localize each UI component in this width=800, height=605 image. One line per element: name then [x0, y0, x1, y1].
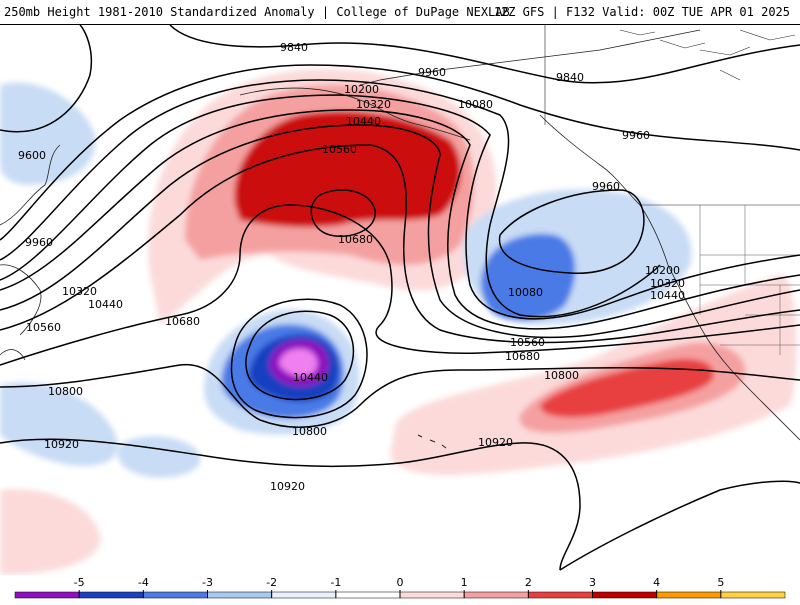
contour-label: 10080: [458, 98, 493, 111]
contour-label: 9960: [418, 66, 446, 79]
contour-label: 10800: [544, 369, 579, 382]
coastlines: [0, 25, 800, 449]
contour-label: 9960: [622, 129, 650, 142]
contour-label: 10560: [322, 143, 357, 156]
contour-label: 10440: [650, 289, 685, 302]
colorbar-tick-label: -1: [330, 576, 341, 589]
model-run-info: 12Z GFS | F132 Valid: 00Z TUE APR 01 202…: [493, 5, 790, 19]
contour-9960: [0, 64, 800, 241]
header-bar: 250mb Height 1981-2010 Standardized Anom…: [0, 0, 800, 25]
contour-label: 10560: [26, 321, 61, 334]
arctic-islands: [619, 29, 796, 81]
contour-label: 9960: [592, 180, 620, 193]
contour-label: 9840: [556, 71, 584, 84]
contour-labels: 9840 9840 9960 9960 9960 9960 9600 10200…: [18, 41, 685, 493]
contour-label: 10800: [48, 385, 83, 398]
colorbar-swatch: [207, 591, 272, 599]
contour-label: 10680: [505, 350, 540, 363]
colorbar-swatch: [271, 591, 337, 599]
hawaii-islands: [417, 434, 447, 449]
contour-10920: [0, 438, 800, 571]
contour-9840: [169, 25, 800, 84]
colorbar-tick-label: -5: [74, 576, 85, 589]
contour-9960-low: [498, 189, 645, 274]
north-america-west-coast: [539, 114, 800, 441]
contour-10320: [0, 109, 800, 330]
colorbar-tick-label: 0: [397, 576, 404, 589]
contour-label: 10920: [478, 436, 513, 449]
contour-label: 10920: [44, 438, 79, 451]
colorbar-swatch: [592, 591, 657, 599]
contour-label: 10080: [508, 286, 543, 299]
positive-anomaly-3sd: [234, 111, 461, 228]
contour-10440: [0, 124, 800, 338]
contour-label: 10320: [356, 98, 391, 111]
contour-label: 10680: [165, 315, 200, 328]
canada-border: [544, 25, 800, 206]
colorbar-swatch: [720, 591, 786, 599]
positive-anomaly-east-3sd: [540, 358, 714, 418]
contour-10680: [0, 204, 800, 366]
contour-10680-north: [310, 189, 376, 237]
alaska-coastline: [239, 29, 701, 141]
colorbar-swatch: [528, 591, 593, 599]
contour-10080: [0, 79, 661, 318]
contour-label: 10320: [650, 277, 685, 290]
contour-10560: [0, 144, 800, 344]
contour-label: 10440: [88, 298, 123, 311]
colorbar-swatch: [335, 591, 401, 599]
negative-anomaly-west: [0, 382, 118, 466]
contour-label: 10800: [292, 425, 327, 438]
contour-label: 10920: [270, 480, 305, 493]
colorbar-tick-label: 3: [589, 576, 596, 589]
negative-anomaly-pnw-2sd: [480, 233, 576, 321]
contour-label: 10320: [62, 285, 97, 298]
contour-label: 9960: [25, 236, 53, 249]
contour-9600: [0, 25, 92, 133]
colorbar-swatch: [78, 591, 144, 599]
positive-anomaly-southwest: [0, 489, 101, 575]
colorbar-tick-label: -2: [266, 576, 277, 589]
anomaly-map: 9840 9840 9960 9960 9960 9960 9600 10200…: [0, 25, 800, 575]
colorbar-swatch: [143, 591, 208, 599]
us-state-lines: [699, 205, 800, 355]
colorbar-swatch: [463, 591, 529, 599]
map-canvas: 9840 9840 9960 9960 9960 9960 9600 10200…: [0, 25, 800, 575]
contour-label: 10560: [510, 336, 545, 349]
contour-label: 10440: [346, 115, 381, 128]
contour-10200: [0, 94, 800, 320]
contour-label: 10200: [344, 83, 379, 96]
colorbar-swatch: [14, 591, 80, 599]
height-contours: [0, 25, 800, 571]
colorbar-swatch: [656, 591, 722, 599]
colorbar-tick-label: -3: [202, 576, 213, 589]
anomaly-colorbar: -5 -4 -3 -2 -1 0 1 2 3 4 5: [0, 575, 800, 600]
colorbar-tick-label: 5: [717, 576, 724, 589]
colorbar-tick-label: 2: [525, 576, 532, 589]
contour-label: 9600: [18, 149, 46, 162]
product-title: 250mb Height 1981-2010 Standardized Anom…: [4, 5, 510, 19]
colorbar-swatch: [399, 591, 465, 599]
negative-anomaly-central-5sd: [279, 348, 318, 377]
contour-10440-closed: [245, 310, 355, 401]
contour-label: 10200: [645, 264, 680, 277]
negative-anomaly-northwest: [0, 82, 96, 185]
colorbar-canvas: -5 -4 -3 -2 -1 0 1 2 3 4 5: [14, 576, 786, 599]
colorbar-tick-label: 1: [461, 576, 468, 589]
colorbar-tick-label: -4: [138, 576, 149, 589]
contour-10800: [0, 364, 800, 428]
contour-label: 10440: [293, 371, 328, 384]
contour-10560-closed: [230, 298, 368, 419]
colorbar-ticks: -5 -4 -3 -2 -1 0 1 2 3 4 5: [74, 576, 724, 598]
contour-label: 9840: [280, 41, 308, 54]
colorbar-tick-label: 4: [653, 576, 660, 589]
contour-label: 10680: [338, 233, 373, 246]
